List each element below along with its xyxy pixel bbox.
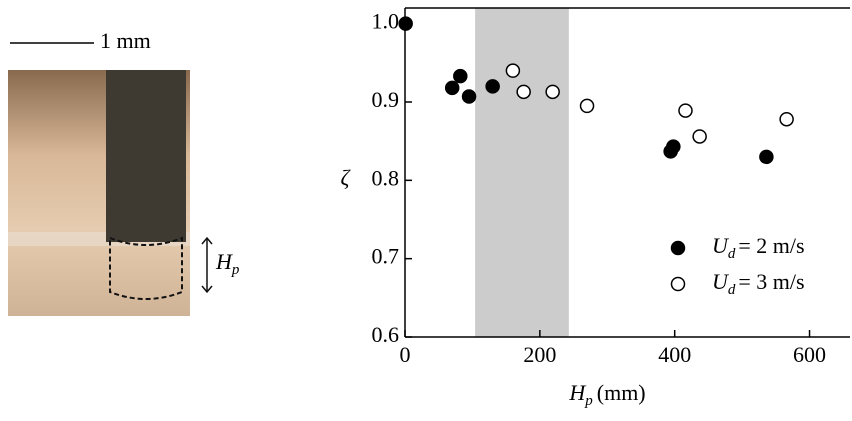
y-tick-label: 0.7	[372, 244, 400, 269]
y-tick-label: 0.8	[372, 165, 400, 190]
x-tick-label: 600	[793, 342, 826, 367]
x-tick-label: 400	[658, 342, 691, 367]
point	[666, 139, 681, 154]
x-label-main: H	[568, 380, 586, 405]
rod	[106, 70, 186, 242]
legend-marker	[670, 240, 686, 256]
point	[444, 80, 460, 96]
point	[678, 103, 693, 118]
legend-rest: = 3 m/s	[738, 269, 804, 294]
y-tick-label: 0.6	[372, 322, 400, 347]
point	[779, 111, 794, 127]
point	[579, 98, 595, 114]
depth-label-main: H	[215, 249, 233, 274]
point	[485, 79, 500, 94]
point	[692, 129, 707, 144]
penetration-outline	[109, 236, 183, 300]
legend-sub: d	[728, 282, 736, 298]
legend-symbol: U	[712, 269, 730, 294]
legend-label: Ud = 2 m/s	[712, 233, 805, 262]
shaded-region	[475, 8, 569, 337]
y-tick-label: 0.9	[372, 87, 400, 112]
x-label-unit: (mm)	[597, 380, 646, 405]
point	[759, 149, 774, 165]
point	[516, 84, 531, 100]
x-tick-label: 200	[523, 342, 556, 367]
legend-symbol: U	[712, 233, 730, 258]
photo: Hp 1 mm	[8, 28, 240, 316]
y-tick-label: 1.0	[372, 9, 400, 34]
y-axis-label: ζ	[341, 165, 352, 190]
scale-bar-label: 1 mm	[100, 28, 151, 53]
legend-sub: d	[728, 246, 736, 262]
depth-label-sub: p	[231, 262, 240, 278]
point	[453, 68, 468, 84]
legend-marker	[670, 276, 686, 292]
x-label-sub: p	[584, 393, 593, 409]
legend-rest: = 2 m/s	[738, 233, 804, 258]
point	[461, 89, 477, 104]
depth-arrow-heads	[201, 236, 213, 294]
depth-label: Hp	[215, 249, 240, 278]
point	[398, 16, 413, 31]
point	[505, 63, 521, 78]
legend-label: Ud = 3 m/s	[712, 269, 805, 298]
x-axis-label: Hp (mm)	[568, 380, 645, 409]
x-tick-label: 0	[400, 342, 411, 367]
point	[545, 84, 560, 100]
